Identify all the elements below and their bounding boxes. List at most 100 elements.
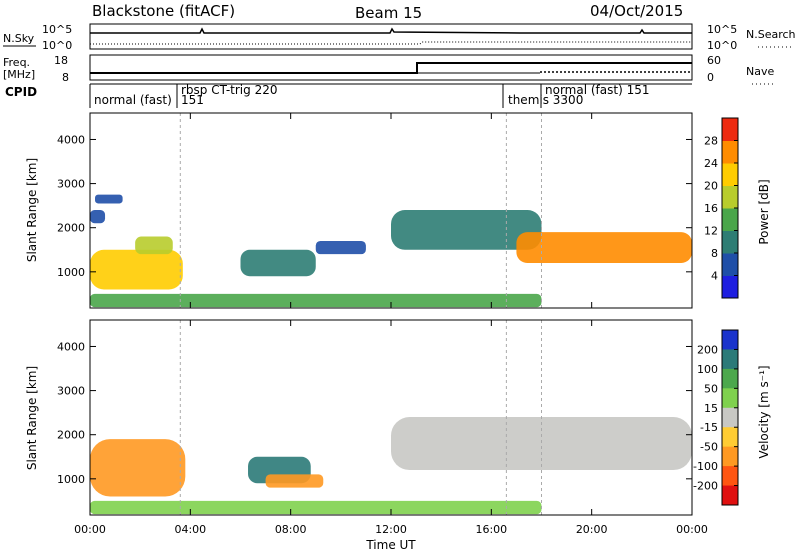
nsky-label: N.Sky	[3, 32, 35, 45]
echo-region-5	[315, 240, 366, 255]
velocity-panel: 1000 2000 3000 4000 00:00 04:00 08:00 12:00 16:…	[25, 319, 708, 536]
power-y-ticks: 1000 2000 3000 4000	[57, 133, 692, 279]
noise-tick-right-bottom: 10^0	[707, 39, 737, 52]
echo-region-6	[391, 210, 542, 250]
velocity-colorbar-band-5	[722, 427, 738, 448]
figure-title: Blackstone (fitACF)	[92, 2, 235, 20]
noise-tick-left-top: 10^5	[42, 23, 72, 36]
velocity-colorbar-band-2	[722, 368, 738, 389]
velocity-colorbar-band-0	[722, 330, 738, 350]
cpid-mode-1: rbsp CT-trig 220	[181, 83, 277, 97]
echo-region-3	[391, 417, 692, 470]
velocity-colorbar-frame	[721, 329, 739, 506]
velocity-x-ticks: 00:00 04:00 08:00 12:00 16:00 20:00 00:00	[74, 320, 708, 536]
freq-label: Freq.	[3, 56, 30, 69]
nave-tick-top: 60	[707, 54, 721, 67]
nave-label: Nave	[746, 65, 774, 78]
power-colorbar-tick-label-0: 4	[711, 270, 718, 283]
velocity-colorbar-tick-label-3: 15	[704, 402, 718, 415]
velocity-colorbar-tick-label-0: 200	[697, 343, 718, 356]
velocity-colorbar-band-8	[722, 485, 738, 506]
power-colorbar-band-3	[722, 208, 738, 231]
power-colorbar-label: Power [dB]	[757, 179, 771, 244]
power-colorbar-band-1	[722, 253, 738, 276]
velocity-colorbar-tick-label-1: 100	[697, 363, 718, 376]
echo-region-4	[90, 500, 542, 515]
velocity-echoes	[90, 320, 692, 515]
noise-tick-left-bottom: 10^0	[42, 39, 72, 52]
power-ylabel: Slant Range [km]	[25, 158, 39, 262]
y-tick-label-3: 4000	[57, 340, 85, 353]
freq-tick-top: 18	[54, 54, 68, 67]
velocity-ylabel: Slant Range [km]	[25, 366, 39, 470]
power-colorbar-tick-label-3: 16	[704, 202, 718, 215]
velocity-colorbar-tick-label-4: -15	[700, 421, 718, 434]
echo-region-3	[135, 236, 173, 255]
cpid-mode-0: normal (fast)	[94, 93, 172, 107]
velocity-colorbar: 200 100 50 15 -15 -50 -100 -200	[693, 329, 739, 506]
power-panel: 1000 2000 3000 4000 Slant Range [km]	[25, 112, 693, 309]
cpid-mode-3: themis 3300	[508, 93, 583, 107]
freq-tick-bottom: 8	[62, 71, 69, 84]
echo-region-0	[90, 439, 186, 497]
power-colorbar-tick-label-5: 24	[704, 157, 718, 170]
freq-unit: [MHz]	[3, 68, 35, 81]
power-colorbar-tick-label-6: 28	[704, 135, 718, 148]
echo-region-8	[90, 293, 542, 308]
x-axis-label: Time UT	[365, 538, 416, 552]
velocity-colorbar-band-3	[722, 388, 738, 409]
freq-panel	[89, 54, 693, 81]
velocity-colorbar-tick-label-2: 50	[704, 382, 718, 395]
y-tick-label-0: 1000	[57, 473, 85, 486]
velocity-colorbar-tick-label-5: -50	[700, 441, 718, 454]
x-tick-label-1: 04:00	[174, 523, 206, 536]
velocity-colorbar-band-4	[722, 407, 738, 428]
echo-region-1	[95, 194, 123, 204]
x-tick-label-4: 16:00	[475, 523, 507, 536]
echo-region-2	[90, 249, 183, 290]
x-tick-label-6: 00:00	[676, 523, 708, 536]
cpid-label: CPID	[5, 85, 37, 99]
y-tick-label-1: 2000	[57, 429, 85, 442]
power-colorbar-tick-label-2: 12	[704, 225, 718, 238]
power-colorbar-band-0	[722, 275, 738, 299]
nsearch-label: N.Search	[746, 28, 796, 41]
y-tick-label-2: 3000	[57, 178, 85, 191]
x-tick-label-3: 12:00	[375, 523, 407, 536]
y-tick-label-0: 1000	[57, 266, 85, 279]
y-tick-label-1: 2000	[57, 222, 85, 235]
power-colorbar-tick-label-1: 8	[711, 247, 718, 260]
power-colorbar-band-5	[722, 163, 738, 186]
noise-panel	[89, 23, 693, 50]
power-colorbar-band-2	[722, 230, 738, 254]
noise-tick-right-top: 10^5	[707, 23, 737, 36]
echo-region-2	[265, 474, 324, 488]
beam-label: Beam 15	[355, 4, 422, 22]
velocity-colorbar-tick-label-7: -200	[693, 480, 718, 493]
power-colorbar-band-6	[722, 140, 738, 164]
velocity-colorbar-band-6	[722, 446, 738, 467]
power-echoes	[90, 113, 692, 308]
velocity-colorbar-tick-label-6: -100	[693, 460, 718, 473]
velocity-y-ticks: 1000 2000 3000 4000	[57, 340, 692, 486]
nave-tick-bottom: 0	[707, 71, 714, 84]
echo-region-0	[90, 210, 106, 224]
nsearch-trace	[90, 41, 692, 45]
power-colorbar-tick-label-4: 20	[704, 180, 718, 193]
x-tick-label-2: 08:00	[275, 523, 307, 536]
power-colorbar: 4 8 12 16 20 24 28	[704, 117, 739, 299]
cpid-mode-4: normal (fast) 151	[545, 83, 649, 97]
velocity-colorbar-label: Velocity [m s⁻¹]	[757, 365, 771, 458]
power-colorbar-band-7	[722, 118, 738, 141]
y-tick-label-3: 4000	[57, 133, 85, 146]
velocity-colorbar-band-7	[722, 466, 738, 487]
date-label: 04/Oct/2015	[590, 2, 683, 20]
echo-region-7	[516, 232, 692, 263]
power-colorbar-band-4	[722, 185, 738, 209]
echo-region-4	[240, 249, 316, 277]
cpid-mode-2: 151	[181, 93, 204, 107]
x-tick-label-5: 20:00	[576, 523, 608, 536]
x-tick-label-0: 00:00	[74, 523, 106, 536]
velocity-colorbar-band-1	[722, 349, 738, 370]
